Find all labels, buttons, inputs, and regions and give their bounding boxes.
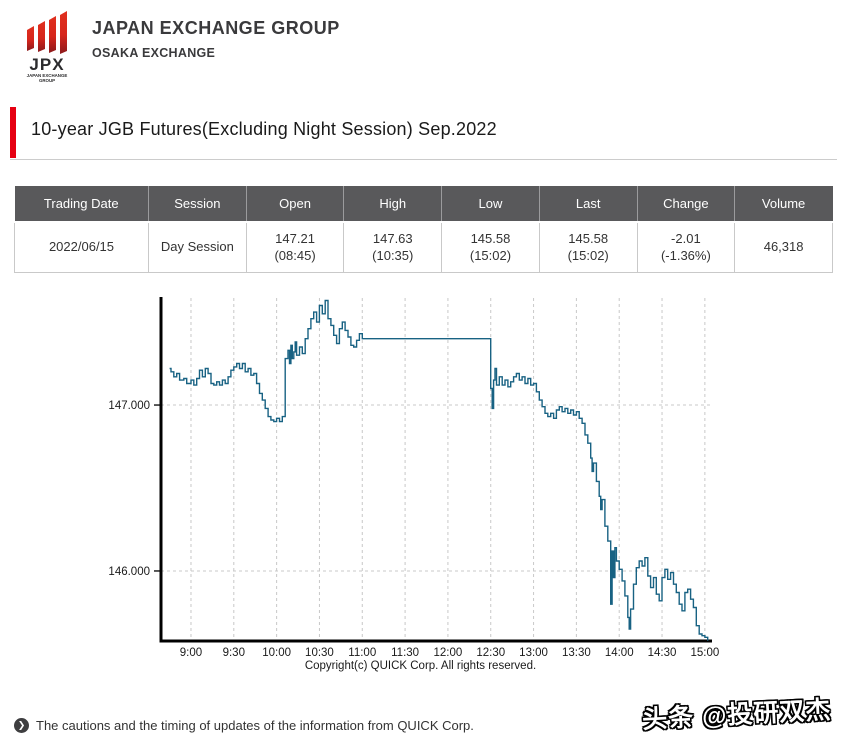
column-header-trading-date: Trading Date [14,186,149,223]
cautions-link-text: The cautions and the timing of updates o… [36,718,474,733]
table-cell: 147.21 (08:45) [245,221,345,273]
x-tick-label: 14:30 [648,647,677,659]
jpx-logo-caption-2: GROUP [39,78,55,83]
x-tick-label: 12:30 [476,647,505,659]
table-cell: 145.58 (15:02) [538,221,638,273]
page-title: 10-year JGB Futures(Excluding Night Sess… [31,119,497,139]
jpx-logo-flames [27,11,67,54]
x-tick-label: 13:00 [519,647,548,659]
table-cell: 147.63 (10:35) [343,221,443,273]
table-cell: Day Session [148,221,247,273]
column-header-session: Session [148,186,247,223]
quote-table-body: 2022/06/15 Day Session 147.21 (08:45) 147.63… [14,221,833,273]
column-header-change: Change [637,186,736,223]
price-chart: 147.000 146.000 9:00 9:30 10:00 10:30 11:00 11:… [108,297,719,672]
table-cell: 2022/06/15 [14,221,149,273]
x-tick-label: 13:30 [562,647,591,659]
x-tick-label: 10:00 [262,647,291,659]
chevron-right-icon: ❯ [14,718,29,733]
column-header-last: Last [539,186,638,223]
brand-title: JAPAN EXCHANGE GROUP [92,18,340,38]
quote-table-head-row: Trading Date Session Open High Low Last Change… [14,186,833,223]
table-cell: -2.01 (-1.36%) [636,221,736,273]
site-header: JPX JAPAN EXCHANGE GROUP JAPAN EXCHANGE … [20,10,340,84]
table-row: 2022/06/15 Day Session 147.21 (08:45) 147.63… [14,221,833,273]
table-cell: 145.58 (15:02) [441,221,540,273]
x-tick-label: 9:30 [223,647,245,659]
title-accent-bar [10,107,16,158]
x-tick-label: 10:30 [305,647,334,659]
table-cell: 46,318 [734,221,833,273]
toutiao-watermark: 头条 @投研双杰 [641,696,832,734]
cautions-link[interactable]: ❯ The cautions and the timing of updates… [14,718,474,733]
column-header-high: High [343,186,443,223]
column-header-low: Low [441,186,540,223]
page-title-block: 10-year JGB Futures(Excluding Night Sess… [10,107,837,160]
chart-copyright: Copyright(c) QUICK Corp. All rights rese… [305,660,536,672]
x-tick-label: 11:30 [391,647,419,659]
x-tick-label: 9:00 [180,647,202,659]
column-header-volume: Volume [734,186,833,223]
column-header-open: Open [246,186,345,223]
x-tick-label: 15:00 [690,647,719,659]
y-tick-label: 146.000 [108,566,150,578]
x-tick-label: 14:00 [605,647,634,659]
x-tick-label: 12:00 [434,647,463,659]
jpx-logo-icon[interactable]: JPX JAPAN EXCHANGE GROUP [20,10,78,84]
jpx-logo-acronym: JPX [29,55,64,74]
jpx-logo-caption-1: JAPAN EXCHANGE [27,73,68,78]
price-line [169,299,709,641]
y-tick-label: 147.000 [108,400,150,412]
x-tick-label: 11:00 [348,647,376,659]
quote-table: Trading Date Session Open High Low Last Change… [14,186,833,273]
brand-subtitle: OSAKA EXCHANGE [92,46,216,60]
axes [159,297,712,643]
